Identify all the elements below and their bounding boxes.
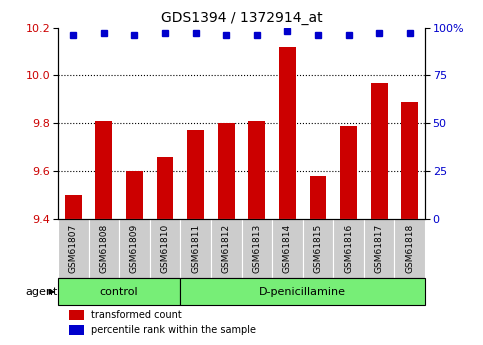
- Bar: [248, 121, 265, 219]
- Text: GSM61811: GSM61811: [191, 224, 200, 273]
- FancyBboxPatch shape: [58, 219, 88, 278]
- Text: GSM61809: GSM61809: [130, 224, 139, 273]
- FancyBboxPatch shape: [333, 219, 364, 278]
- Bar: [126, 171, 143, 219]
- Bar: [96, 121, 112, 219]
- Bar: [401, 102, 418, 219]
- FancyBboxPatch shape: [242, 219, 272, 278]
- Text: GSM61814: GSM61814: [283, 224, 292, 273]
- Bar: [69, 310, 84, 320]
- Text: GSM61808: GSM61808: [99, 224, 108, 273]
- Bar: [371, 82, 387, 219]
- Text: agent: agent: [25, 287, 57, 297]
- Text: GSM61818: GSM61818: [405, 224, 414, 273]
- Text: GSM61812: GSM61812: [222, 224, 231, 273]
- FancyBboxPatch shape: [211, 219, 242, 278]
- FancyBboxPatch shape: [150, 219, 180, 278]
- Text: GSM61817: GSM61817: [375, 224, 384, 273]
- Bar: [187, 130, 204, 219]
- FancyBboxPatch shape: [58, 278, 180, 305]
- FancyBboxPatch shape: [180, 278, 425, 305]
- Bar: [340, 126, 357, 219]
- Text: GSM61813: GSM61813: [252, 224, 261, 273]
- Text: D-penicillamine: D-penicillamine: [259, 287, 346, 297]
- Bar: [310, 176, 327, 219]
- FancyBboxPatch shape: [303, 219, 333, 278]
- FancyBboxPatch shape: [88, 219, 119, 278]
- FancyBboxPatch shape: [364, 219, 395, 278]
- Bar: [156, 157, 173, 219]
- FancyBboxPatch shape: [272, 219, 303, 278]
- Text: GSM61816: GSM61816: [344, 224, 353, 273]
- Text: GSM61815: GSM61815: [313, 224, 323, 273]
- Text: GSM61807: GSM61807: [69, 224, 78, 273]
- Text: transformed count: transformed count: [91, 310, 182, 320]
- FancyBboxPatch shape: [119, 219, 150, 278]
- Text: percentile rank within the sample: percentile rank within the sample: [91, 325, 256, 335]
- Bar: [218, 123, 235, 219]
- Text: GSM61810: GSM61810: [160, 224, 170, 273]
- Bar: [65, 195, 82, 219]
- FancyBboxPatch shape: [180, 219, 211, 278]
- Bar: [279, 47, 296, 219]
- Text: control: control: [100, 287, 139, 297]
- Bar: [69, 325, 84, 335]
- Title: GDS1394 / 1372914_at: GDS1394 / 1372914_at: [161, 11, 322, 25]
- FancyBboxPatch shape: [395, 219, 425, 278]
